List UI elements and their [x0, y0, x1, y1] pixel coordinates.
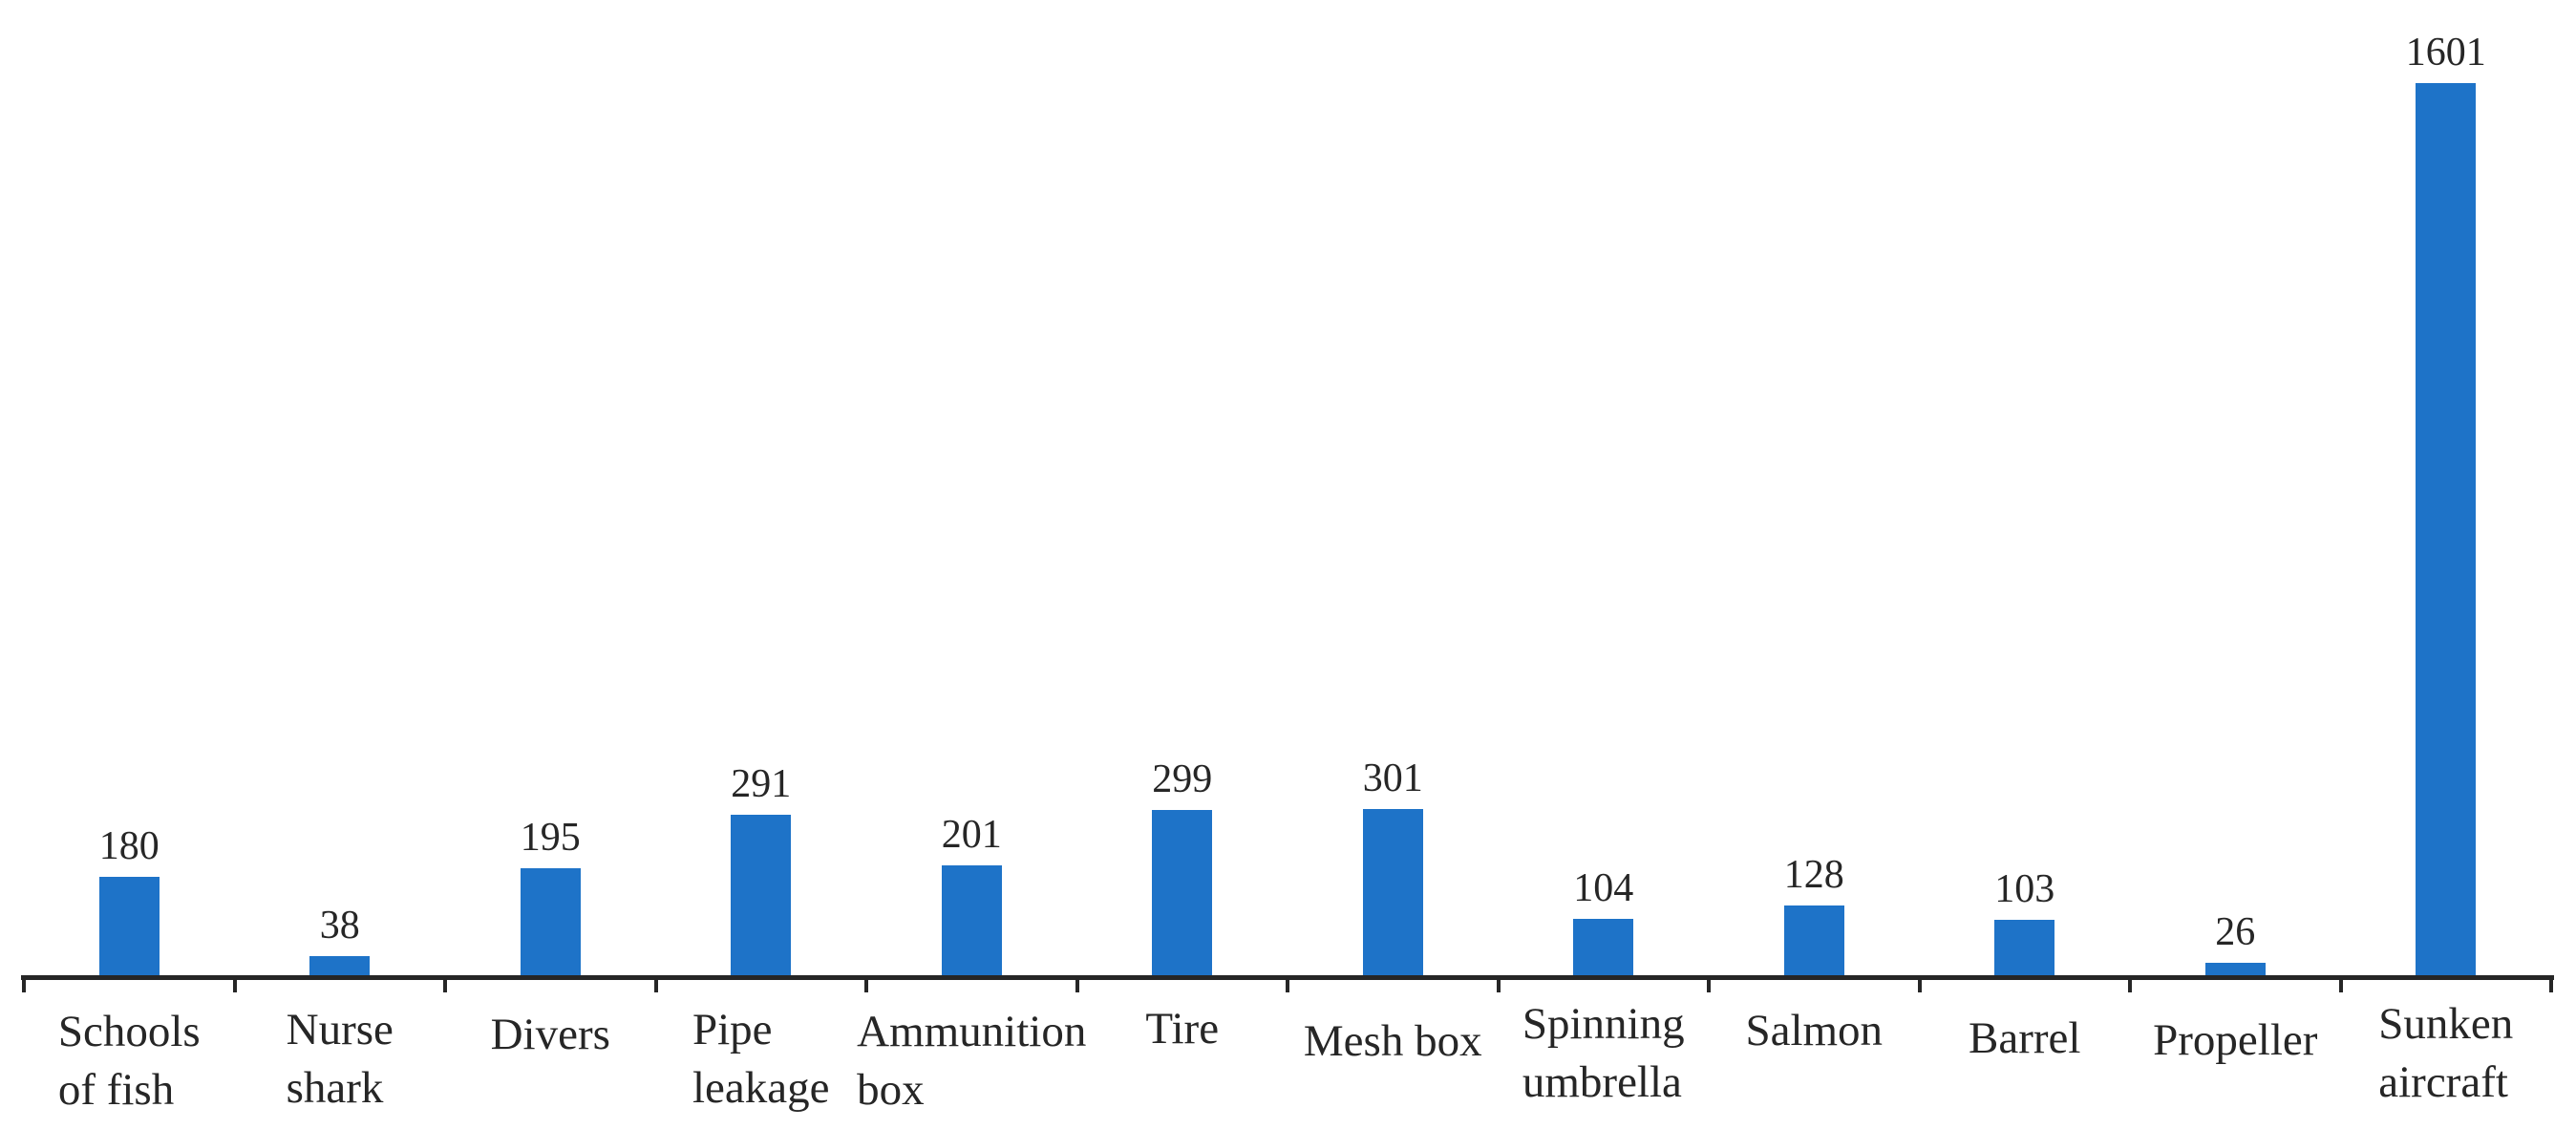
bar-value-label: 128 [1783, 853, 1844, 898]
x-axis-tick [22, 978, 26, 992]
x-axis-tick [2549, 978, 2553, 992]
bar-value-label: 26 [2215, 909, 2256, 954]
category-label-barrel: Barrel [1882, 1010, 2169, 1068]
bar-value-label: 38 [319, 903, 360, 948]
bar-mesh-box [1362, 809, 1423, 977]
bar-divers [520, 868, 581, 977]
category-label-text: Tire [1145, 1004, 1220, 1054]
bar-pipe-leakage [731, 814, 792, 977]
x-axis-tick [443, 978, 447, 992]
x-axis-tick [653, 978, 658, 992]
bar-value-label: 180 [98, 823, 160, 868]
category-label-nurse-shark: Nurse shark [197, 1001, 484, 1118]
x-axis-tick [1286, 978, 1289, 992]
category-label-text: Divers [490, 1010, 610, 1059]
category-label-text: Pipe leakage [692, 1005, 830, 1113]
x-axis-tick [1075, 978, 1079, 992]
bar-value-label: 299 [1152, 757, 1213, 802]
x-axis-tick [1496, 978, 1501, 992]
bar-nurse-shark [309, 955, 371, 977]
category-label-schools-of-fish: Schools of fish [0, 1003, 273, 1119]
category-label-text: Mesh box [1303, 1016, 1482, 1066]
category-label-text: Ammunition box [857, 1007, 1087, 1115]
x-axis-tick [2128, 978, 2132, 992]
x-axis-tick [2338, 978, 2343, 992]
x-axis-tick [1917, 978, 1922, 992]
category-label-text: Sunken aircraft [2378, 999, 2514, 1107]
category-label-text: Nurse shark [286, 1005, 394, 1113]
category-label-text: Propeller [2153, 1015, 2318, 1065]
category-label-spinning-umbrella: Spinning umbrella [1460, 995, 1748, 1112]
category-label-ammunition-box: Ammunition box [828, 1003, 1116, 1119]
bar-value-label: 201 [941, 812, 1002, 857]
bar-barrel [1994, 919, 2055, 977]
bar-value-label: 301 [1362, 756, 1423, 800]
bar-sunken-aircraft [2416, 83, 2477, 977]
category-label-text: Salmon [1745, 1006, 1884, 1055]
category-label-text: Barrel [1969, 1013, 2081, 1063]
bar-value-label: 195 [520, 816, 581, 860]
x-axis-tick [232, 978, 237, 992]
bar-ammunition-box [941, 864, 1002, 977]
category-label-text: Spinning umbrella [1522, 999, 1685, 1107]
bar-value-label: 291 [731, 761, 792, 806]
category-label-sunken-aircraft: Sunken aircraft [2303, 995, 2576, 1112]
category-label-text: Schools of fish [57, 1007, 201, 1115]
bar-salmon [1783, 905, 1844, 977]
category-label-salmon: Salmon [1671, 1002, 1958, 1060]
x-axis-line [21, 975, 2554, 980]
bar-schools-of-fish [98, 876, 160, 977]
bar-propeller [2204, 962, 2266, 977]
category-label-divers: Divers [407, 1006, 694, 1064]
category-label-pipe-leakage: Pipe leakage [618, 1001, 905, 1118]
x-axis-tick [1707, 978, 1711, 992]
bar-value-label: 1601 [2405, 31, 2486, 75]
category-label-tire: Tire [1039, 1000, 1327, 1058]
category-label-propeller: Propeller [2092, 1012, 2379, 1070]
bar-spinning-umbrella [1573, 919, 1634, 977]
bar-value-label: 103 [1994, 866, 2055, 911]
category-label-mesh-box: Mesh box [1249, 1012, 1537, 1071]
bar-tire [1152, 810, 1213, 977]
x-axis-tick [864, 978, 868, 992]
bar-value-label: 104 [1573, 866, 1634, 911]
